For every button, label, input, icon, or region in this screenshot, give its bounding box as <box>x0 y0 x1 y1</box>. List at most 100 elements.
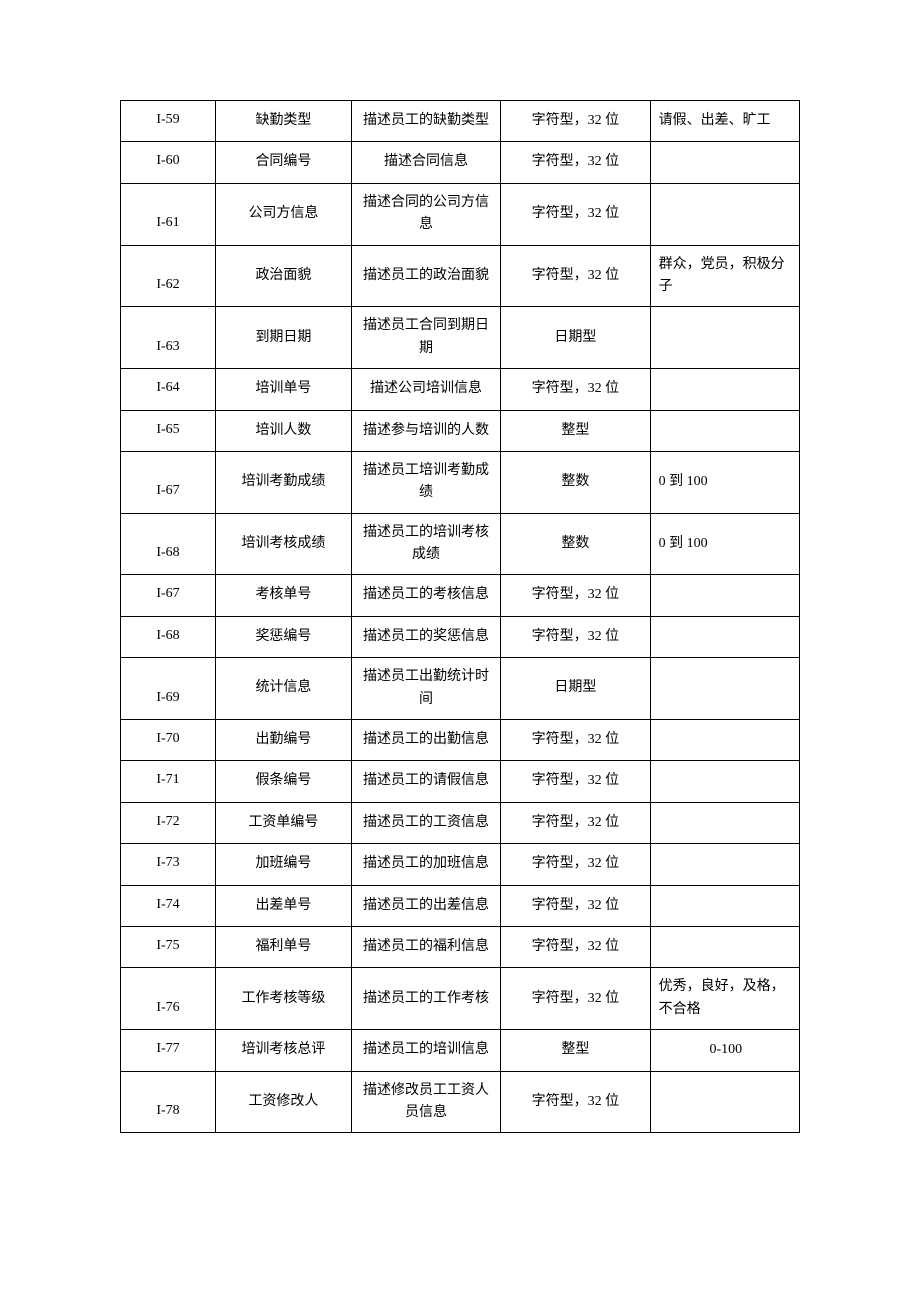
cell-desc: 描述员工的培训信息 <box>351 1030 500 1071</box>
cell-desc: 描述参与培训的人数 <box>351 410 500 451</box>
cell-type: 字符型，32 位 <box>501 885 650 926</box>
cell-id: I-74 <box>121 885 216 926</box>
cell-id: I-73 <box>121 844 216 885</box>
cell-type: 字符型，32 位 <box>501 844 650 885</box>
cell-name: 假条编号 <box>216 761 352 802</box>
cell-note <box>650 369 799 410</box>
cell-note: 优秀，良好，及格，不合格 <box>650 968 799 1030</box>
table-row: I-60合同编号描述合同信息字符型，32 位 <box>121 142 800 183</box>
cell-name: 合同编号 <box>216 142 352 183</box>
cell-id: I-68 <box>121 513 216 575</box>
cell-type: 字符型，32 位 <box>501 720 650 761</box>
table-row: I-75福利单号描述员工的福利信息字符型，32 位 <box>121 926 800 967</box>
cell-id: I-72 <box>121 802 216 843</box>
table-row: I-67培训考勤成绩描述员工培训考勤成绩整数0 到 100 <box>121 451 800 513</box>
cell-desc: 描述员工的考核信息 <box>351 575 500 616</box>
table-row: I-77培训考核总评描述员工的培训信息整型0-100 <box>121 1030 800 1071</box>
cell-desc: 描述修改员工工资人员信息 <box>351 1071 500 1133</box>
cell-name: 培训考核成绩 <box>216 513 352 575</box>
cell-type: 字符型，32 位 <box>501 968 650 1030</box>
cell-type: 字符型，32 位 <box>501 142 650 183</box>
cell-name: 政治面貌 <box>216 245 352 307</box>
cell-name: 工资单编号 <box>216 802 352 843</box>
cell-name: 加班编号 <box>216 844 352 885</box>
cell-type: 字符型，32 位 <box>501 245 650 307</box>
table-row: I-76工作考核等级描述员工的工作考核字符型，32 位优秀，良好，及格，不合格 <box>121 968 800 1030</box>
cell-name: 缺勤类型 <box>216 101 352 142</box>
cell-note: 0 到 100 <box>650 513 799 575</box>
table-row: I-67考核单号描述员工的考核信息字符型，32 位 <box>121 575 800 616</box>
cell-note <box>650 720 799 761</box>
cell-desc: 描述员工的出勤信息 <box>351 720 500 761</box>
cell-name: 培训单号 <box>216 369 352 410</box>
cell-id: I-78 <box>121 1071 216 1133</box>
cell-note <box>650 802 799 843</box>
cell-id: I-67 <box>121 575 216 616</box>
cell-name: 统计信息 <box>216 658 352 720</box>
cell-desc: 描述员工的奖惩信息 <box>351 616 500 657</box>
table-row: I-68培训考核成绩描述员工的培训考核成绩整数0 到 100 <box>121 513 800 575</box>
cell-name: 公司方信息 <box>216 183 352 245</box>
cell-note: 请假、出差、旷工 <box>650 101 799 142</box>
cell-note <box>650 761 799 802</box>
cell-note <box>650 307 799 369</box>
table-row: I-70出勤编号描述员工的出勤信息字符型，32 位 <box>121 720 800 761</box>
cell-desc: 描述员工合同到期日期 <box>351 307 500 369</box>
cell-id: I-70 <box>121 720 216 761</box>
cell-id: I-68 <box>121 616 216 657</box>
cell-id: I-61 <box>121 183 216 245</box>
cell-note <box>650 1071 799 1133</box>
table-row: I-73加班编号描述员工的加班信息字符型，32 位 <box>121 844 800 885</box>
cell-note <box>650 616 799 657</box>
cell-note <box>650 844 799 885</box>
cell-id: I-75 <box>121 926 216 967</box>
cell-note <box>650 926 799 967</box>
cell-desc: 描述员工出勤统计时间 <box>351 658 500 720</box>
cell-type: 字符型，32 位 <box>501 369 650 410</box>
cell-name: 工资修改人 <box>216 1071 352 1133</box>
cell-desc: 描述员工的加班信息 <box>351 844 500 885</box>
cell-note <box>650 575 799 616</box>
cell-name: 福利单号 <box>216 926 352 967</box>
cell-id: I-59 <box>121 101 216 142</box>
cell-desc: 描述合同信息 <box>351 142 500 183</box>
cell-type: 字符型，32 位 <box>501 926 650 967</box>
table-row: I-72工资单编号描述员工的工资信息字符型，32 位 <box>121 802 800 843</box>
cell-id: I-67 <box>121 451 216 513</box>
table-row: I-78工资修改人描述修改员工工资人员信息字符型，32 位 <box>121 1071 800 1133</box>
cell-type: 整数 <box>501 451 650 513</box>
cell-desc: 描述合同的公司方信息 <box>351 183 500 245</box>
cell-id: I-65 <box>121 410 216 451</box>
cell-type: 整型 <box>501 410 650 451</box>
table-row: I-68奖惩编号描述员工的奖惩信息字符型，32 位 <box>121 616 800 657</box>
table-row: I-74出差单号描述员工的出差信息字符型，32 位 <box>121 885 800 926</box>
cell-id: I-64 <box>121 369 216 410</box>
cell-note <box>650 885 799 926</box>
cell-desc: 描述员工的福利信息 <box>351 926 500 967</box>
cell-note <box>650 410 799 451</box>
cell-type: 日期型 <box>501 307 650 369</box>
cell-type: 字符型，32 位 <box>501 101 650 142</box>
table-row: I-61公司方信息描述合同的公司方信息字符型，32 位 <box>121 183 800 245</box>
cell-type: 字符型，32 位 <box>501 575 650 616</box>
cell-id: I-62 <box>121 245 216 307</box>
table-row: I-69统计信息描述员工出勤统计时间日期型 <box>121 658 800 720</box>
cell-type: 日期型 <box>501 658 650 720</box>
cell-desc: 描述公司培训信息 <box>351 369 500 410</box>
table-row: I-71假条编号描述员工的请假信息字符型，32 位 <box>121 761 800 802</box>
table-row: I-63到期日期描述员工合同到期日期日期型 <box>121 307 800 369</box>
cell-note: 群众，党员，积极分子 <box>650 245 799 307</box>
cell-id: I-60 <box>121 142 216 183</box>
cell-name: 出勤编号 <box>216 720 352 761</box>
cell-note: 0 到 100 <box>650 451 799 513</box>
cell-type: 字符型，32 位 <box>501 761 650 802</box>
table-row: I-64培训单号描述公司培训信息字符型，32 位 <box>121 369 800 410</box>
cell-type: 字符型，32 位 <box>501 183 650 245</box>
cell-desc: 描述员工的缺勤类型 <box>351 101 500 142</box>
cell-type: 整型 <box>501 1030 650 1071</box>
cell-type: 字符型，32 位 <box>501 1071 650 1133</box>
cell-desc: 描述员工的工作考核 <box>351 968 500 1030</box>
cell-name: 工作考核等级 <box>216 968 352 1030</box>
cell-id: I-77 <box>121 1030 216 1071</box>
cell-type: 整数 <box>501 513 650 575</box>
